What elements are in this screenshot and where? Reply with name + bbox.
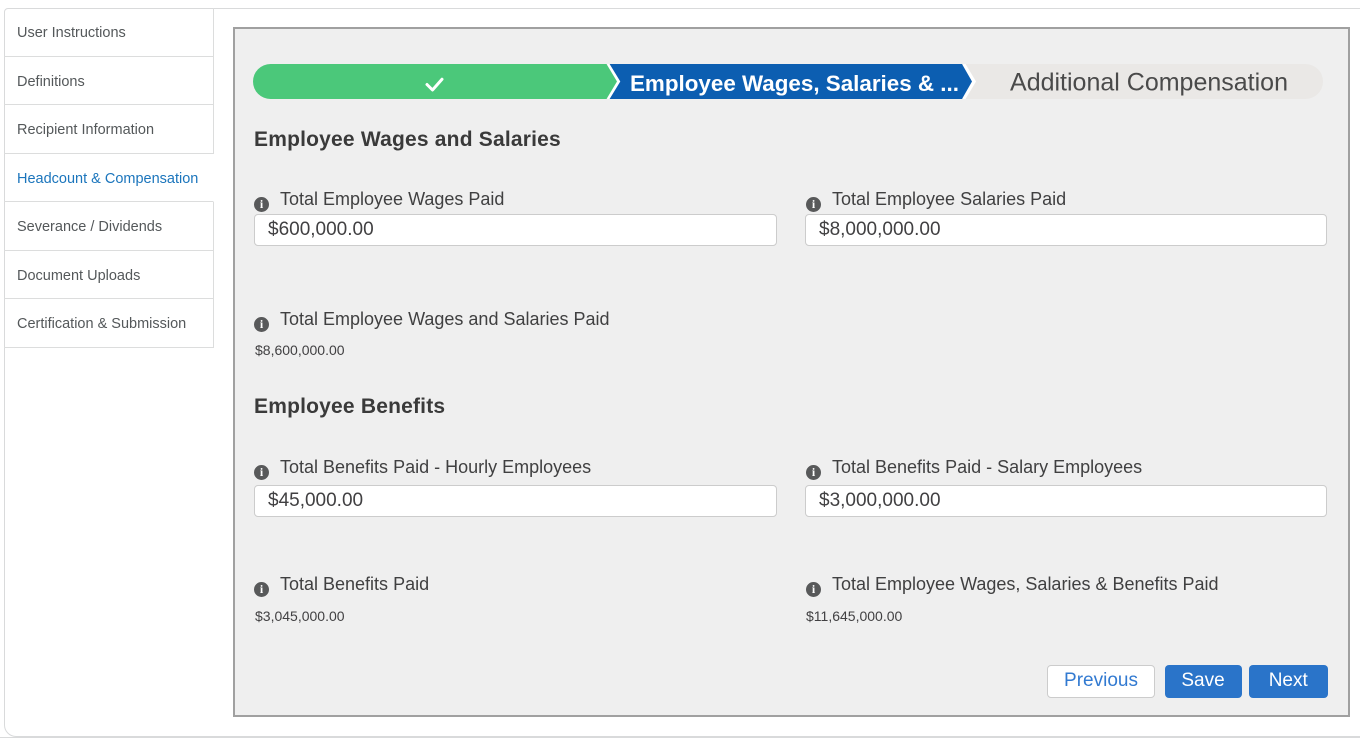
svg-text:Additional Compensation: Additional Compensation [1010, 69, 1288, 97]
svg-text:Employee Wages, Salaries & ...: Employee Wages, Salaries & ... [630, 71, 959, 96]
